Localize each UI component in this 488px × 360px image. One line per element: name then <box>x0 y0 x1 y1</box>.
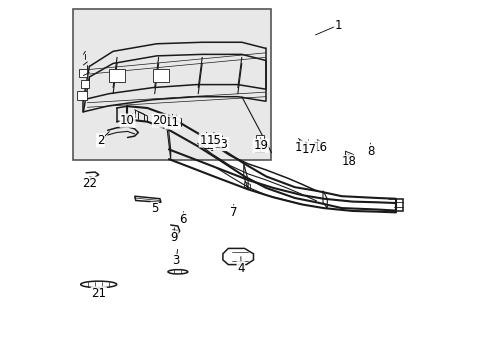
Text: 12: 12 <box>199 134 214 147</box>
Text: 4: 4 <box>237 262 244 275</box>
Bar <box>152 69 168 82</box>
Ellipse shape <box>168 270 187 274</box>
Text: 5: 5 <box>150 202 158 215</box>
Text: 17: 17 <box>301 143 316 156</box>
Polygon shape <box>167 115 170 159</box>
Text: 22: 22 <box>82 177 97 190</box>
Text: 21: 21 <box>91 287 106 300</box>
Text: 11: 11 <box>164 116 180 129</box>
Text: 19: 19 <box>253 139 267 152</box>
Polygon shape <box>223 248 253 265</box>
Text: 13: 13 <box>213 138 228 150</box>
Bar <box>77 91 87 100</box>
Ellipse shape <box>81 281 117 288</box>
Text: 18: 18 <box>341 156 356 168</box>
Text: 3: 3 <box>172 255 180 267</box>
Text: 10: 10 <box>120 114 135 127</box>
Text: 1: 1 <box>334 19 341 32</box>
Bar <box>73 9 271 160</box>
Text: 15: 15 <box>206 134 221 147</box>
Text: 2: 2 <box>97 134 104 147</box>
Polygon shape <box>322 191 326 208</box>
Text: 16: 16 <box>312 141 327 154</box>
Text: 14: 14 <box>294 141 309 154</box>
Text: 20: 20 <box>152 114 167 127</box>
Text: 8: 8 <box>366 145 373 158</box>
Text: 6: 6 <box>179 213 187 226</box>
Bar <box>109 69 125 82</box>
Text: 7: 7 <box>229 206 237 219</box>
Bar <box>81 80 89 87</box>
Text: 9: 9 <box>170 231 178 244</box>
Polygon shape <box>244 164 247 189</box>
Polygon shape <box>134 196 161 202</box>
Bar <box>79 69 87 77</box>
Bar <box>256 135 264 144</box>
